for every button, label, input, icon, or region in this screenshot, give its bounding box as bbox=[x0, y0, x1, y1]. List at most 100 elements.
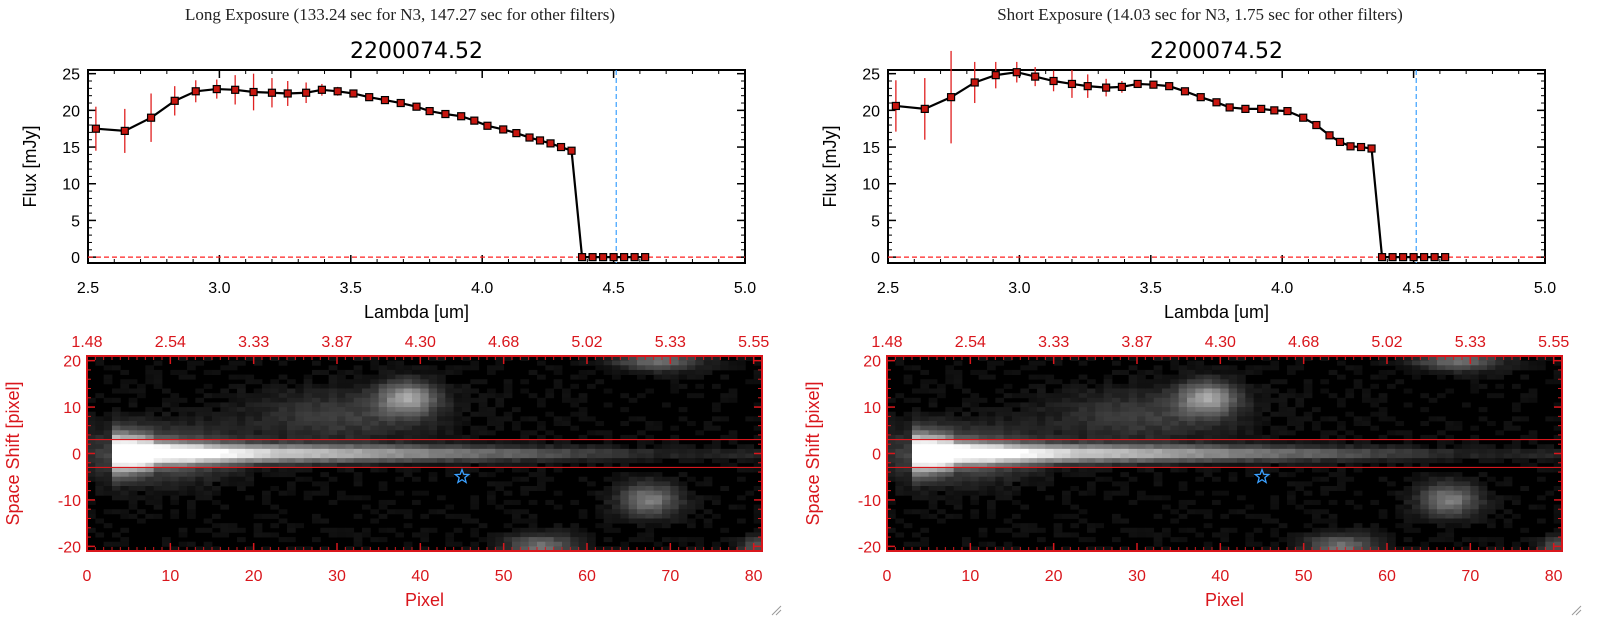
image-pixel bbox=[1128, 532, 1138, 538]
image-pixel bbox=[478, 439, 488, 445]
image-pixel bbox=[637, 495, 646, 501]
image-pixel bbox=[1070, 453, 1080, 459]
image-pixel bbox=[928, 481, 938, 487]
image-pixel bbox=[695, 458, 705, 464]
image-pixel bbox=[345, 467, 355, 473]
image-pixel bbox=[1178, 374, 1188, 380]
image-pixel bbox=[1103, 379, 1113, 385]
image-pixel bbox=[628, 509, 638, 515]
image-pixel bbox=[678, 541, 688, 547]
image-pixel bbox=[1112, 421, 1121, 427]
image-pixel bbox=[170, 421, 180, 427]
image-pixel bbox=[137, 393, 146, 399]
image-pixel bbox=[1120, 481, 1130, 487]
image-pixel bbox=[228, 439, 238, 445]
image-pixel bbox=[462, 416, 471, 422]
image-pixel bbox=[1212, 407, 1221, 413]
image-pixel bbox=[387, 425, 396, 431]
image-pixel bbox=[1095, 397, 1105, 403]
image-pixel bbox=[195, 397, 205, 403]
image-pixel bbox=[345, 383, 355, 389]
image-pixel bbox=[570, 462, 580, 468]
image-pixel bbox=[1095, 458, 1105, 464]
image-pixel bbox=[1220, 462, 1230, 468]
image-pixel bbox=[670, 425, 680, 431]
image-pixel bbox=[320, 486, 330, 492]
image-pixel bbox=[912, 365, 921, 371]
image-pixel bbox=[1028, 360, 1038, 366]
image-pixel bbox=[928, 444, 938, 450]
image-pixel bbox=[553, 541, 563, 547]
image-pixel bbox=[195, 430, 205, 436]
image-pixel bbox=[745, 356, 755, 362]
image-pixel bbox=[120, 537, 130, 543]
data-point bbox=[1312, 120, 1321, 130]
image-pixel bbox=[953, 439, 963, 445]
image-pixel bbox=[587, 481, 596, 487]
image-pixel bbox=[1020, 430, 1030, 436]
image-pixel bbox=[1495, 504, 1505, 510]
image-pixel bbox=[945, 458, 955, 464]
image-pixel bbox=[953, 481, 963, 487]
image-pixel bbox=[528, 513, 538, 519]
image-pixel bbox=[1062, 513, 1071, 519]
image-pixel bbox=[1462, 513, 1471, 519]
image-pixel bbox=[120, 467, 130, 473]
image-pixel bbox=[145, 425, 155, 431]
image-pixel bbox=[1037, 360, 1046, 366]
image-pixel bbox=[578, 360, 588, 366]
image-pixel bbox=[887, 513, 896, 519]
image-pixel bbox=[1062, 388, 1071, 394]
image-pixel bbox=[728, 393, 738, 399]
image-pixel bbox=[1528, 439, 1538, 445]
image-pixel bbox=[1153, 439, 1163, 445]
image-pixel bbox=[1203, 434, 1213, 440]
image-pixel bbox=[912, 407, 921, 413]
image-pixel bbox=[312, 537, 321, 543]
image-pixel bbox=[87, 411, 96, 417]
image-pixel bbox=[1262, 397, 1271, 403]
image-pixel bbox=[362, 393, 371, 399]
image-pixel bbox=[953, 360, 963, 366]
image-pixel bbox=[362, 397, 371, 403]
image-pixel bbox=[278, 407, 288, 413]
image-pixel bbox=[537, 546, 546, 552]
image-pixel bbox=[987, 360, 996, 366]
image-pixel bbox=[203, 495, 213, 501]
image-pixel bbox=[1178, 383, 1188, 389]
resize-grip-icon[interactable] bbox=[1570, 604, 1582, 616]
image-pixel bbox=[453, 458, 463, 464]
image-pixel bbox=[253, 458, 263, 464]
image-pixel bbox=[1087, 434, 1096, 440]
image-pixel bbox=[1312, 439, 1321, 445]
x-tick-label: 4.0 bbox=[471, 280, 493, 297]
image-pixel bbox=[128, 411, 138, 417]
resize-grip-icon[interactable] bbox=[770, 604, 782, 616]
image-pixel bbox=[112, 458, 121, 464]
image-pixel bbox=[1478, 495, 1488, 501]
image-pixel bbox=[237, 434, 246, 440]
image-pixel bbox=[1295, 439, 1305, 445]
image-pixel bbox=[395, 360, 405, 366]
image-pixel bbox=[153, 481, 163, 487]
image-pixel bbox=[370, 444, 380, 450]
image-pixel bbox=[1470, 504, 1480, 510]
image-pixel bbox=[937, 472, 946, 478]
image-pixel bbox=[420, 444, 430, 450]
image-pixel bbox=[887, 411, 896, 417]
image-pixel bbox=[370, 421, 380, 427]
image-pixel bbox=[1403, 388, 1413, 394]
image-pixel bbox=[178, 462, 188, 468]
image-pixel bbox=[153, 421, 163, 427]
image-pixel bbox=[445, 425, 455, 431]
image-pixel bbox=[1045, 481, 1055, 487]
image-pixel bbox=[578, 411, 588, 417]
image-pixel bbox=[1453, 360, 1463, 366]
image-pixel bbox=[178, 411, 188, 417]
image-pixel bbox=[595, 379, 605, 385]
image-pixel bbox=[1478, 541, 1488, 547]
image-pixel bbox=[970, 476, 980, 482]
top-tick-label: 4.68 bbox=[488, 334, 519, 351]
image-pixel bbox=[895, 430, 905, 436]
image-pixel bbox=[1262, 388, 1271, 394]
